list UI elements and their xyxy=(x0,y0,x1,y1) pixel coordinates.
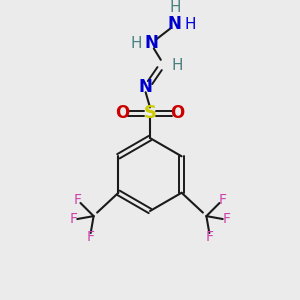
Text: N: N xyxy=(139,78,153,96)
Text: O: O xyxy=(115,104,129,122)
Text: N: N xyxy=(145,34,158,52)
Text: N: N xyxy=(168,15,182,33)
Text: H: H xyxy=(184,17,196,32)
Text: F: F xyxy=(205,230,213,244)
Text: S: S xyxy=(143,104,157,122)
Text: H: H xyxy=(130,36,142,51)
Text: H: H xyxy=(169,0,181,15)
Text: F: F xyxy=(218,193,226,207)
Text: F: F xyxy=(87,230,95,244)
Text: F: F xyxy=(222,212,230,226)
Text: F: F xyxy=(74,193,82,207)
Text: F: F xyxy=(70,212,78,226)
Text: O: O xyxy=(171,104,185,122)
Text: H: H xyxy=(171,58,183,73)
